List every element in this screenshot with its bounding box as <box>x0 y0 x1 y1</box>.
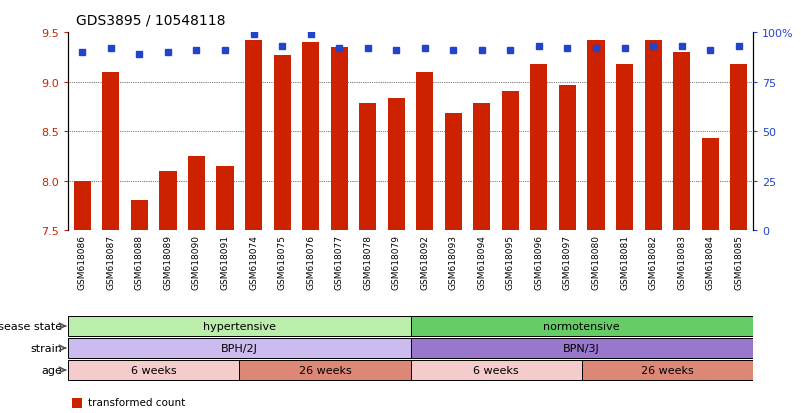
Text: GSM618082: GSM618082 <box>649 235 658 290</box>
Bar <box>501 92 519 230</box>
Text: GSM618092: GSM618092 <box>421 235 429 290</box>
Bar <box>159 171 176 230</box>
Text: hypertensive: hypertensive <box>203 321 276 331</box>
Text: BPH/2J: BPH/2J <box>221 343 258 353</box>
Bar <box>559 85 576 230</box>
Bar <box>188 157 205 230</box>
Bar <box>68 360 239 380</box>
Bar <box>673 53 690 230</box>
Text: GSM618074: GSM618074 <box>249 235 258 290</box>
Bar <box>103 73 119 230</box>
Bar <box>359 104 376 230</box>
Bar <box>417 73 433 230</box>
Text: GSM618095: GSM618095 <box>506 235 515 290</box>
Text: normotensive: normotensive <box>543 321 620 331</box>
Bar <box>245 41 262 230</box>
Bar <box>730 64 747 230</box>
Text: GSM618093: GSM618093 <box>449 235 458 290</box>
Text: GSM618096: GSM618096 <box>534 235 543 290</box>
Bar <box>239 360 410 380</box>
Bar <box>410 316 753 336</box>
Bar <box>331 48 348 230</box>
Bar <box>616 64 633 230</box>
Bar <box>131 201 148 230</box>
Text: BPN/3J: BPN/3J <box>563 343 600 353</box>
Text: GSM618078: GSM618078 <box>363 235 372 290</box>
Text: GSM618081: GSM618081 <box>620 235 629 290</box>
Bar <box>302 43 319 230</box>
Bar <box>702 139 718 230</box>
Text: GSM618083: GSM618083 <box>677 235 686 290</box>
Text: GSM618077: GSM618077 <box>335 235 344 290</box>
Text: GSM618090: GSM618090 <box>192 235 201 290</box>
Text: 6 weeks: 6 weeks <box>131 365 176 375</box>
Text: GSM618088: GSM618088 <box>135 235 144 290</box>
Bar <box>645 41 662 230</box>
Bar <box>582 360 753 380</box>
Text: GSM618091: GSM618091 <box>220 235 230 290</box>
Bar <box>388 99 405 230</box>
Text: GDS3895 / 10548118: GDS3895 / 10548118 <box>76 14 226 28</box>
Text: 26 weeks: 26 weeks <box>641 365 694 375</box>
Bar <box>410 360 582 380</box>
Bar <box>445 114 462 230</box>
Text: GSM618089: GSM618089 <box>163 235 172 290</box>
Text: GSM618087: GSM618087 <box>107 235 115 290</box>
Text: disease state: disease state <box>0 321 62 331</box>
Text: age: age <box>42 365 62 375</box>
Bar <box>587 41 605 230</box>
Text: 26 weeks: 26 weeks <box>299 365 352 375</box>
Text: GSM618085: GSM618085 <box>735 235 743 290</box>
Bar <box>68 316 410 336</box>
Bar <box>410 338 753 358</box>
Bar <box>74 181 91 230</box>
Text: transformed count: transformed count <box>88 397 185 407</box>
Text: GSM618084: GSM618084 <box>706 235 714 290</box>
Text: GSM618075: GSM618075 <box>278 235 287 290</box>
Text: GSM618086: GSM618086 <box>78 235 87 290</box>
Text: strain: strain <box>30 343 62 353</box>
Text: 6 weeks: 6 weeks <box>473 365 519 375</box>
Bar <box>273 56 291 230</box>
Bar <box>68 338 410 358</box>
Text: GSM618097: GSM618097 <box>563 235 572 290</box>
Text: GSM618080: GSM618080 <box>591 235 601 290</box>
Bar <box>530 64 547 230</box>
Bar <box>216 166 234 230</box>
Text: GSM618076: GSM618076 <box>306 235 315 290</box>
Text: GSM618079: GSM618079 <box>392 235 400 290</box>
Text: GSM618094: GSM618094 <box>477 235 486 290</box>
Bar <box>473 104 490 230</box>
